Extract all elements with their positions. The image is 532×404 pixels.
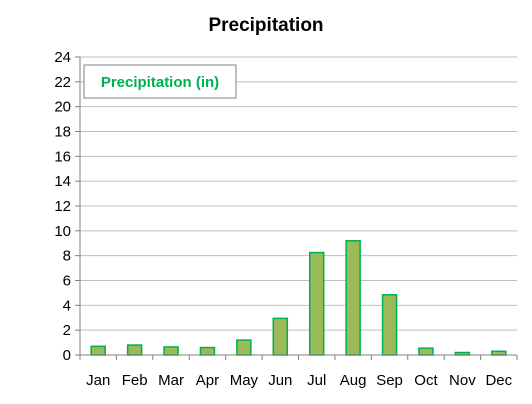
y-tick-label-18: 18 — [54, 124, 71, 141]
legend: Precipitation (in) — [83, 64, 237, 99]
x-tick-label-jun: Jun — [268, 372, 292, 389]
x-tick-label-apr: Apr — [196, 372, 219, 389]
y-tick-label-14: 14 — [54, 173, 71, 190]
bar-series — [90, 240, 507, 356]
bar-feb — [126, 344, 143, 356]
y-tick-label-22: 22 — [54, 74, 71, 91]
bar-aug — [345, 240, 361, 356]
x-tick-label-feb: Feb — [122, 372, 148, 389]
legend-box — [83, 64, 237, 99]
bar-jun — [272, 317, 289, 356]
bar-oct — [418, 347, 434, 356]
y-tick-label-12: 12 — [54, 198, 71, 215]
legend-label: Precipitation (in) — [101, 74, 219, 91]
y-tick-label-4: 4 — [63, 297, 71, 314]
bar-dec — [491, 350, 507, 356]
bar-may — [236, 339, 252, 356]
axes — [75, 56, 518, 360]
x-tick-label-jul: Jul — [307, 372, 326, 389]
bar-jan — [90, 345, 106, 356]
y-tick-label-24: 24 — [54, 49, 71, 66]
x-tick-label-mar: Mar — [158, 372, 184, 389]
x-tick-label-oct: Oct — [414, 372, 438, 389]
x-tick-label-dec: Dec — [485, 372, 512, 389]
x-tick-labels: Jan Feb Mar Apr May Jun Jul Aug Sep Oct Nov Dec — [86, 372, 513, 389]
y-tick-label-10: 10 — [54, 223, 71, 240]
y-tick-label-6: 6 — [63, 273, 71, 290]
x-tick-label-aug: Aug — [340, 372, 367, 389]
bar-jul — [308, 251, 325, 356]
x-tick-label-may: May — [230, 372, 259, 389]
chart-title: Precipitation — [208, 15, 323, 36]
x-tick-label-jan: Jan — [86, 372, 110, 389]
y-tick-label-16: 16 — [54, 148, 71, 165]
bar-mar — [163, 346, 179, 356]
bar-apr — [199, 346, 216, 356]
x-tick-label-sep: Sep — [376, 372, 403, 389]
y-tick-label-2: 2 — [63, 322, 71, 339]
y-tick-label-0: 0 — [63, 347, 71, 364]
bar-sep — [381, 294, 398, 356]
y-tick-label-20: 20 — [54, 99, 71, 116]
y-tick-label-8: 8 — [63, 248, 71, 265]
x-tick-label-nov: Nov — [449, 372, 476, 389]
